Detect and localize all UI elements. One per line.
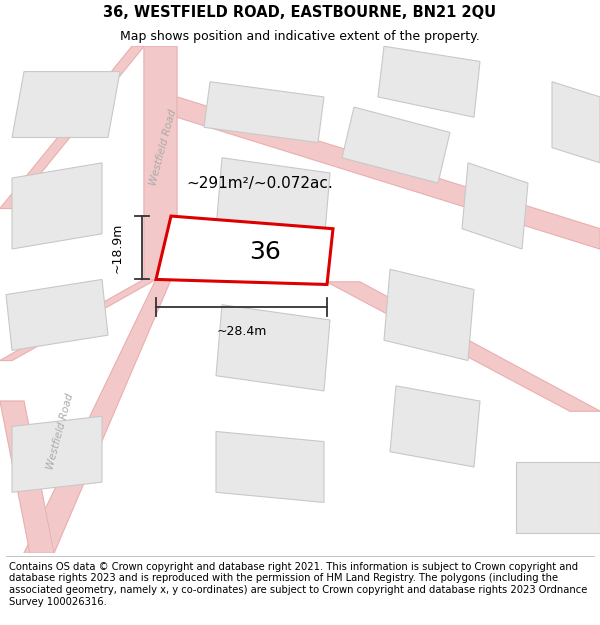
Polygon shape (378, 46, 480, 118)
Polygon shape (12, 163, 102, 249)
Text: Westfield Road: Westfield Road (45, 392, 75, 471)
Polygon shape (462, 163, 528, 249)
Polygon shape (144, 46, 177, 279)
Text: Contains OS data © Crown copyright and database right 2021. This information is : Contains OS data © Crown copyright and d… (9, 562, 587, 606)
Polygon shape (12, 72, 120, 138)
Polygon shape (216, 431, 324, 502)
Text: ~28.4m: ~28.4m (217, 325, 266, 338)
Text: Westfield Road: Westfield Road (148, 109, 178, 187)
Polygon shape (390, 386, 480, 467)
Polygon shape (24, 279, 171, 553)
Text: ~18.9m: ~18.9m (110, 222, 124, 273)
Text: Map shows position and indicative extent of the property.: Map shows position and indicative extent… (120, 29, 480, 42)
Polygon shape (156, 216, 333, 284)
Polygon shape (0, 279, 156, 361)
Polygon shape (342, 107, 450, 183)
Polygon shape (6, 279, 108, 351)
Text: 36, WESTFIELD ROAD, EASTBOURNE, BN21 2QU: 36, WESTFIELD ROAD, EASTBOURNE, BN21 2QU (103, 6, 497, 21)
Polygon shape (12, 416, 102, 492)
Polygon shape (384, 269, 474, 361)
Polygon shape (516, 462, 600, 533)
Text: ~291m²/~0.072ac.: ~291m²/~0.072ac. (186, 176, 333, 191)
Polygon shape (216, 305, 330, 391)
Polygon shape (0, 401, 54, 553)
Polygon shape (552, 82, 600, 163)
Polygon shape (216, 158, 330, 244)
Text: 36: 36 (249, 240, 281, 264)
Polygon shape (204, 82, 324, 142)
Polygon shape (327, 282, 600, 411)
Polygon shape (177, 97, 600, 249)
Polygon shape (0, 46, 144, 209)
